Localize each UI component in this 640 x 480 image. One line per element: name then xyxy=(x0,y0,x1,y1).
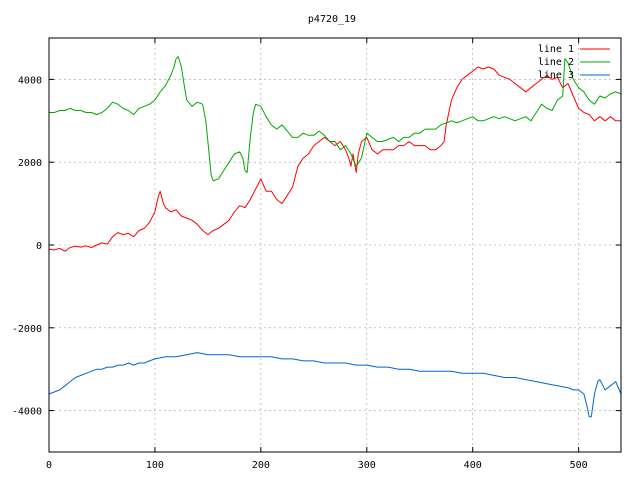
chart-title: p4720_19 xyxy=(308,14,356,25)
series-2-line xyxy=(49,56,622,182)
series-3-line xyxy=(48,352,622,418)
series-lines xyxy=(48,56,622,418)
x-tick-label: 300 xyxy=(358,460,376,471)
y-tick-label: 2000 xyxy=(18,158,42,169)
x-tick-label: 0 xyxy=(46,460,52,471)
grid xyxy=(49,38,621,452)
series-1-line xyxy=(48,66,621,252)
legend-label-2: line 2 xyxy=(538,57,574,68)
legend-label-1: line 1 xyxy=(538,44,574,55)
y-tick-label: -4000 xyxy=(12,407,42,418)
legend-label-3: line 3 xyxy=(538,70,574,81)
y-tick-label: 4000 xyxy=(18,75,42,86)
x-tick-label: 100 xyxy=(146,460,164,471)
x-tick-label: 200 xyxy=(252,460,270,471)
y-tick-label: 0 xyxy=(36,241,42,252)
y-tick-label: -2000 xyxy=(12,324,42,335)
axes: 0 100 200 300 400 500 -4000 -2000 0 2000 4000 xyxy=(12,38,621,471)
x-tick-label: 500 xyxy=(570,460,588,471)
x-tick-label: 400 xyxy=(464,460,482,471)
legend: line 1 line 2 line 3 xyxy=(538,44,610,81)
